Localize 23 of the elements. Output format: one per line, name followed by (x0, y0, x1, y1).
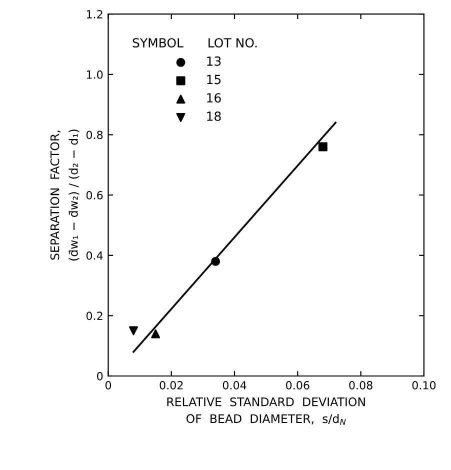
y-tick-label: 0.2 (86, 312, 102, 320)
x-tick-label: 0.02 (160, 381, 183, 390)
y-tick-label: 1.2 (86, 10, 102, 18)
x-tick-label: 0.06 (286, 381, 310, 390)
x-tick-label: 0.08 (349, 381, 372, 390)
legend-label: 13 (207, 56, 221, 66)
y-tick-label: 1.0 (86, 70, 103, 79)
point (128, 326, 138, 336)
y-tick-label: 0.4 (86, 251, 103, 260)
y-tick-label: 0.6 (86, 191, 103, 200)
legend-title: SYMBOL LOT NO. (132, 38, 257, 48)
point (318, 142, 328, 152)
legend-label: 15 (207, 74, 221, 84)
x-tick-label: 0 (105, 381, 112, 390)
x-tick-label: 0.10 (412, 381, 436, 390)
x-tick-label: 0.04 (222, 381, 246, 390)
y-tick-label: 0.8 (86, 130, 103, 140)
x-axis-title: RELATIVE STANDARD DEVIATION OF BEAD DIAMETER, s/d$_{N}$ (167, 397, 365, 425)
legend-label: 16 (207, 93, 221, 103)
point (151, 329, 160, 338)
y-tick-label: 0 (97, 372, 103, 380)
y-axis-title: SEPARATION FACTOR, (d̄w₁ − d̄w₂) / (d₂ − d₁) (50, 130, 80, 260)
legend-label: 18 (207, 111, 221, 121)
